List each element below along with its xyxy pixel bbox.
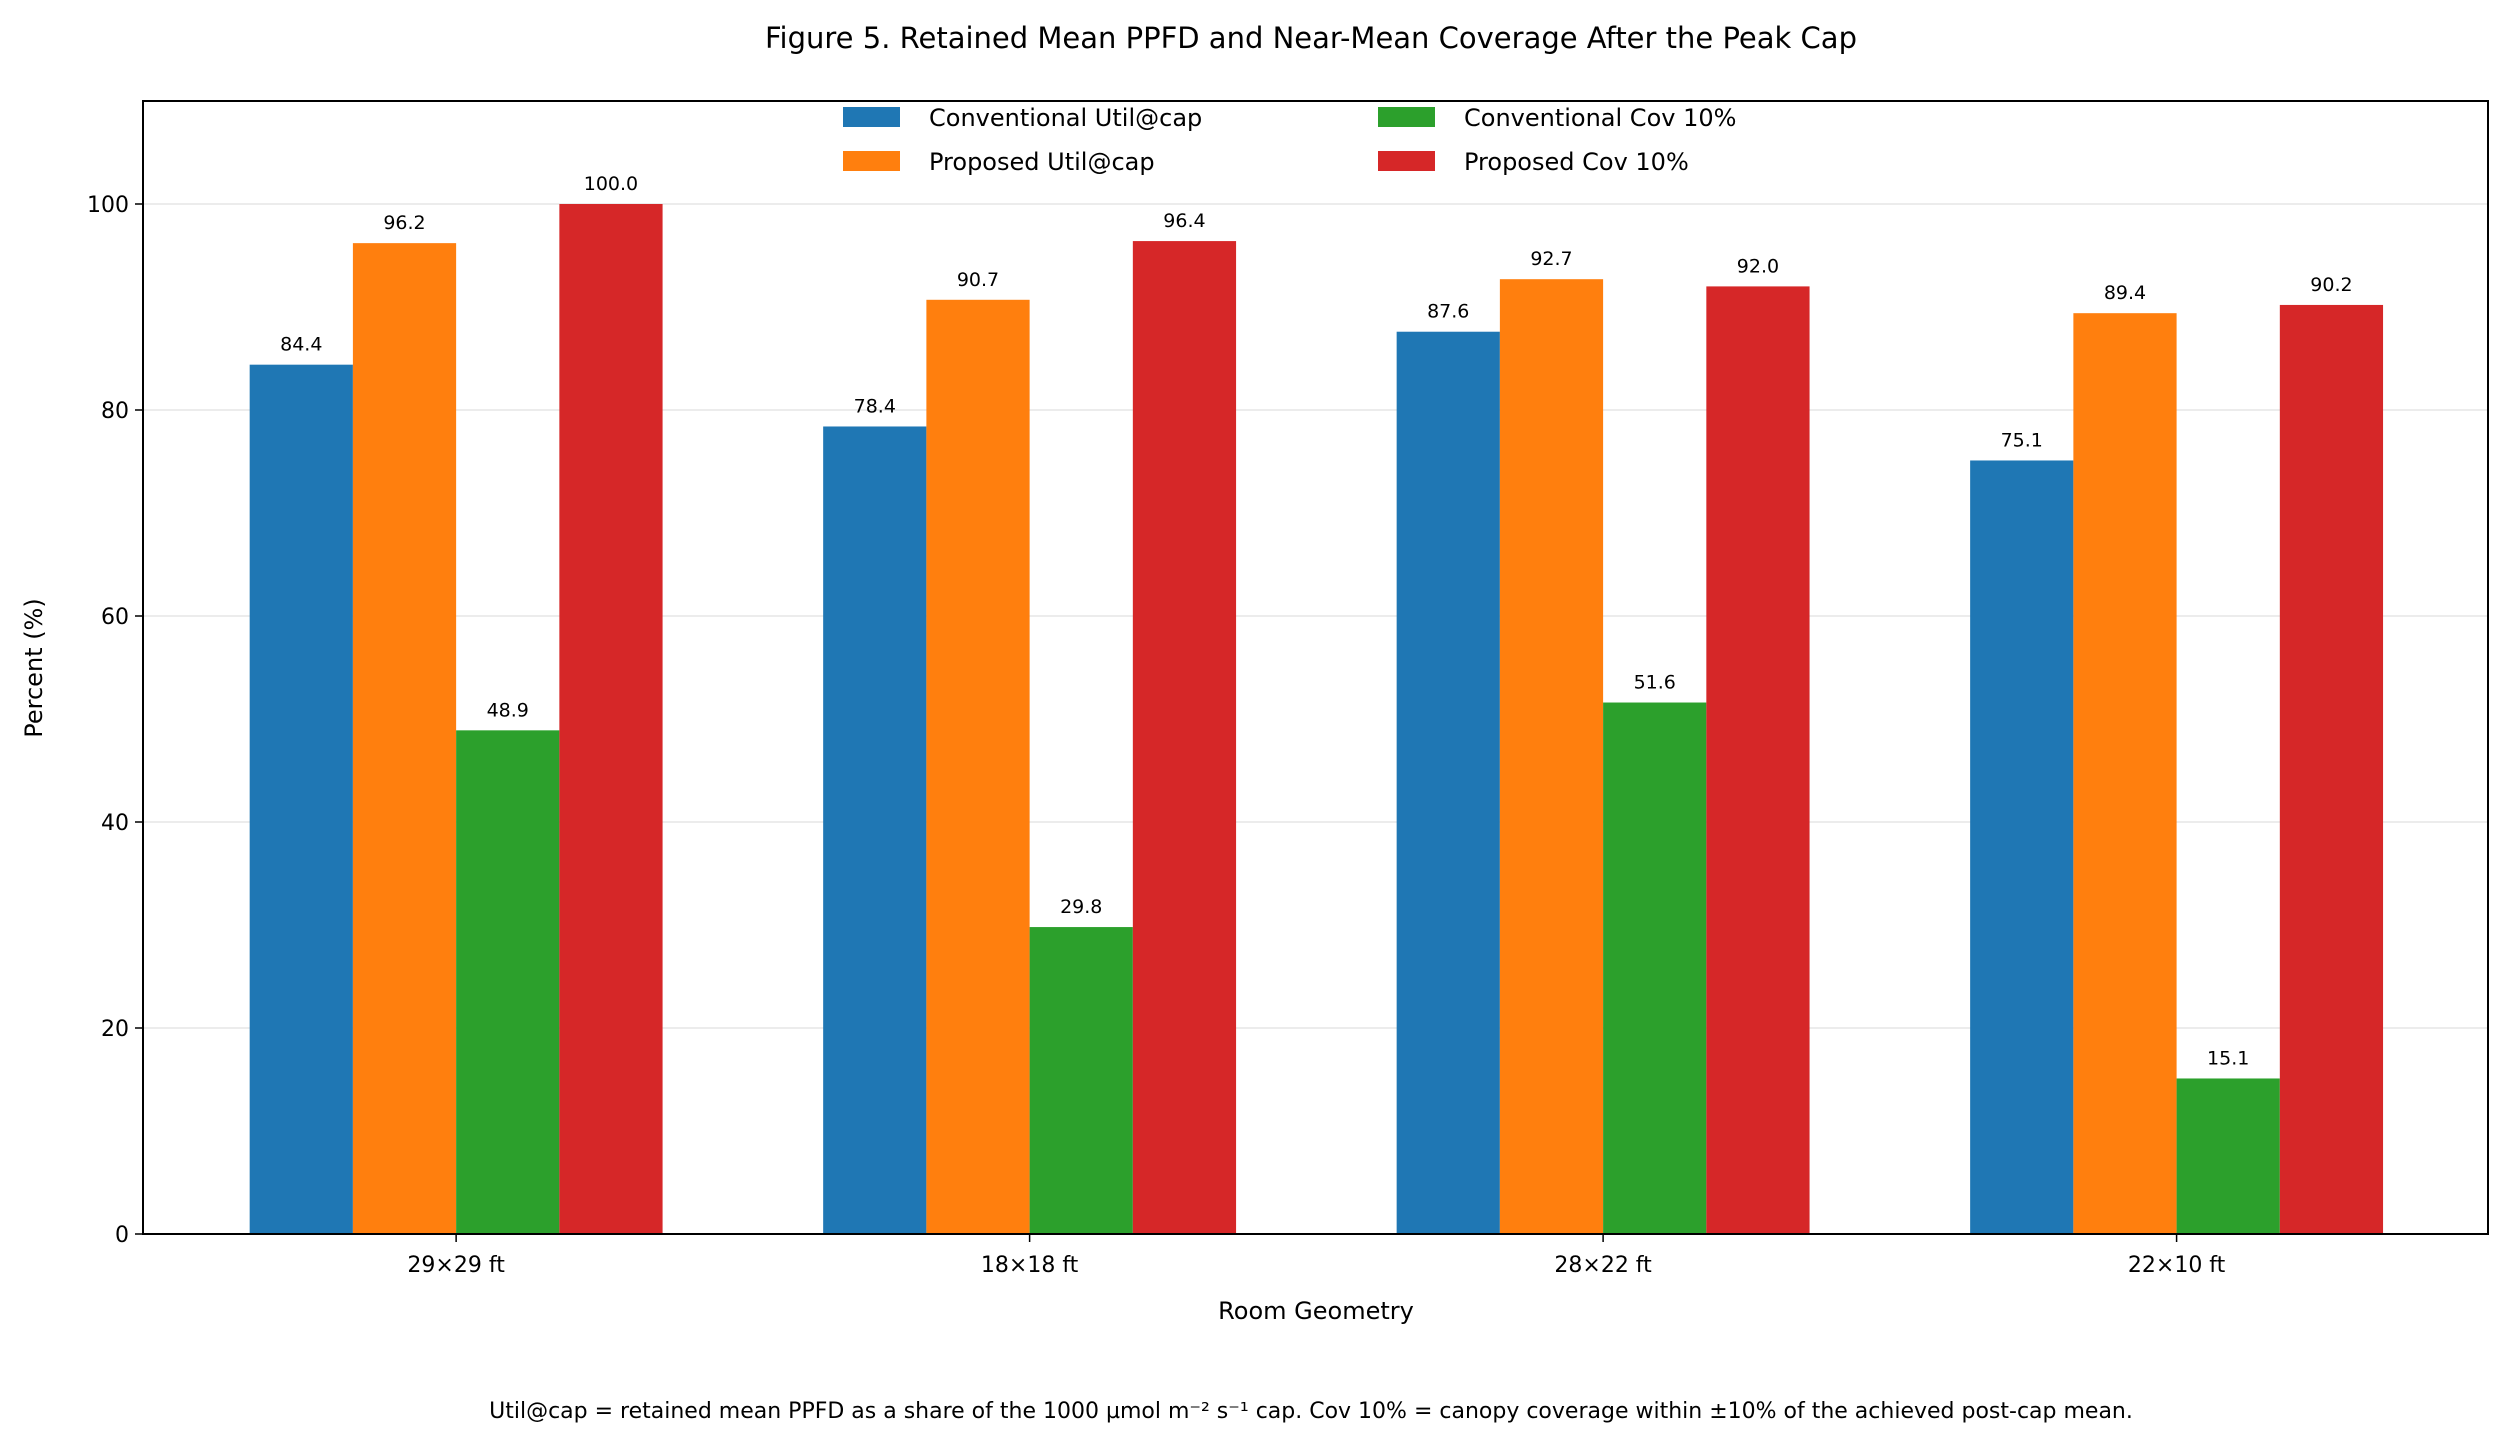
data-label: 89.4 — [2104, 282, 2146, 304]
bar — [352, 243, 457, 1234]
legend-swatch — [1378, 107, 1435, 127]
bar — [456, 730, 560, 1234]
bar — [2073, 313, 2177, 1234]
x-tick-label: 18×18 ft — [981, 1253, 1079, 1278]
y-tick-label: 100 — [87, 193, 129, 218]
x-tick-label: 22×10 ft — [2128, 1253, 2226, 1278]
legend-label: Conventional Cov 10% — [1464, 104, 1736, 132]
legend-label: Proposed Cov 10% — [1464, 148, 1689, 176]
data-label: 90.7 — [957, 269, 999, 291]
bar — [1499, 279, 1604, 1234]
bars — [249, 204, 2384, 1235]
legend: Conventional Util@cap Proposed Util@cap Co… — [843, 104, 1736, 176]
data-label: 100.0 — [584, 173, 638, 195]
y-tick-label: 20 — [101, 1017, 129, 1042]
data-labels: 84.4 96.2 48.9 100.0 78.4 90.7 29.8 96.4 87.6 92.… — [280, 173, 2352, 1069]
legend-swatch — [1378, 151, 1435, 171]
x-axis: 29×29 ft 18×18 ft 28×22 ft 22×10 ft — [407, 1234, 2226, 1278]
bar — [823, 426, 927, 1235]
data-label: 96.2 — [383, 212, 425, 234]
bar — [2176, 1078, 2280, 1234]
bar — [2279, 304, 2384, 1234]
bar — [926, 299, 1030, 1234]
data-label: 75.1 — [2001, 429, 2043, 451]
y-tick-label: 0 — [115, 1223, 129, 1248]
y-axis-label: Percent (%) — [20, 598, 48, 737]
chart-title: Figure 5. Retained Mean PPFD and Near-Me… — [765, 21, 1857, 55]
data-label: 51.6 — [1634, 672, 1676, 694]
bar — [1970, 460, 2074, 1235]
legend-label: Conventional Util@cap — [929, 104, 1202, 132]
data-label: 90.2 — [2310, 274, 2352, 296]
x-tick-label: 29×29 ft — [407, 1253, 505, 1278]
data-label: 92.7 — [1530, 248, 1572, 270]
footnote: Util@cap = retained mean PPFD as a share… — [489, 1399, 2133, 1424]
data-label: 29.8 — [1060, 896, 1102, 918]
legend-label: Proposed Util@cap — [929, 148, 1155, 176]
data-label: 92.0 — [1737, 255, 1779, 277]
data-label: 48.9 — [487, 699, 529, 721]
x-tick-label: 28×22 ft — [1554, 1253, 1652, 1278]
bar — [1132, 241, 1237, 1234]
bar — [1396, 331, 1500, 1235]
y-axis: 0 20 40 60 80 100 — [87, 193, 143, 1248]
legend-swatch — [843, 151, 900, 171]
y-tick-label: 40 — [101, 811, 129, 836]
bar — [559, 204, 663, 1234]
data-label: 87.6 — [1427, 301, 1469, 323]
y-tick-label: 80 — [101, 399, 129, 424]
data-label: 96.4 — [1163, 210, 1205, 232]
bar — [1029, 927, 1133, 1234]
data-label: 78.4 — [854, 395, 896, 417]
bar — [1706, 286, 1810, 1234]
bar — [249, 364, 353, 1234]
bar — [1603, 702, 1707, 1234]
x-axis-label: Room Geometry — [1218, 1297, 1414, 1325]
data-label: 84.4 — [280, 334, 322, 356]
y-tick-label: 60 — [101, 605, 129, 630]
plot-frame — [142, 100, 2489, 1235]
data-label: 15.1 — [2207, 1047, 2249, 1069]
legend-swatch — [843, 107, 900, 127]
